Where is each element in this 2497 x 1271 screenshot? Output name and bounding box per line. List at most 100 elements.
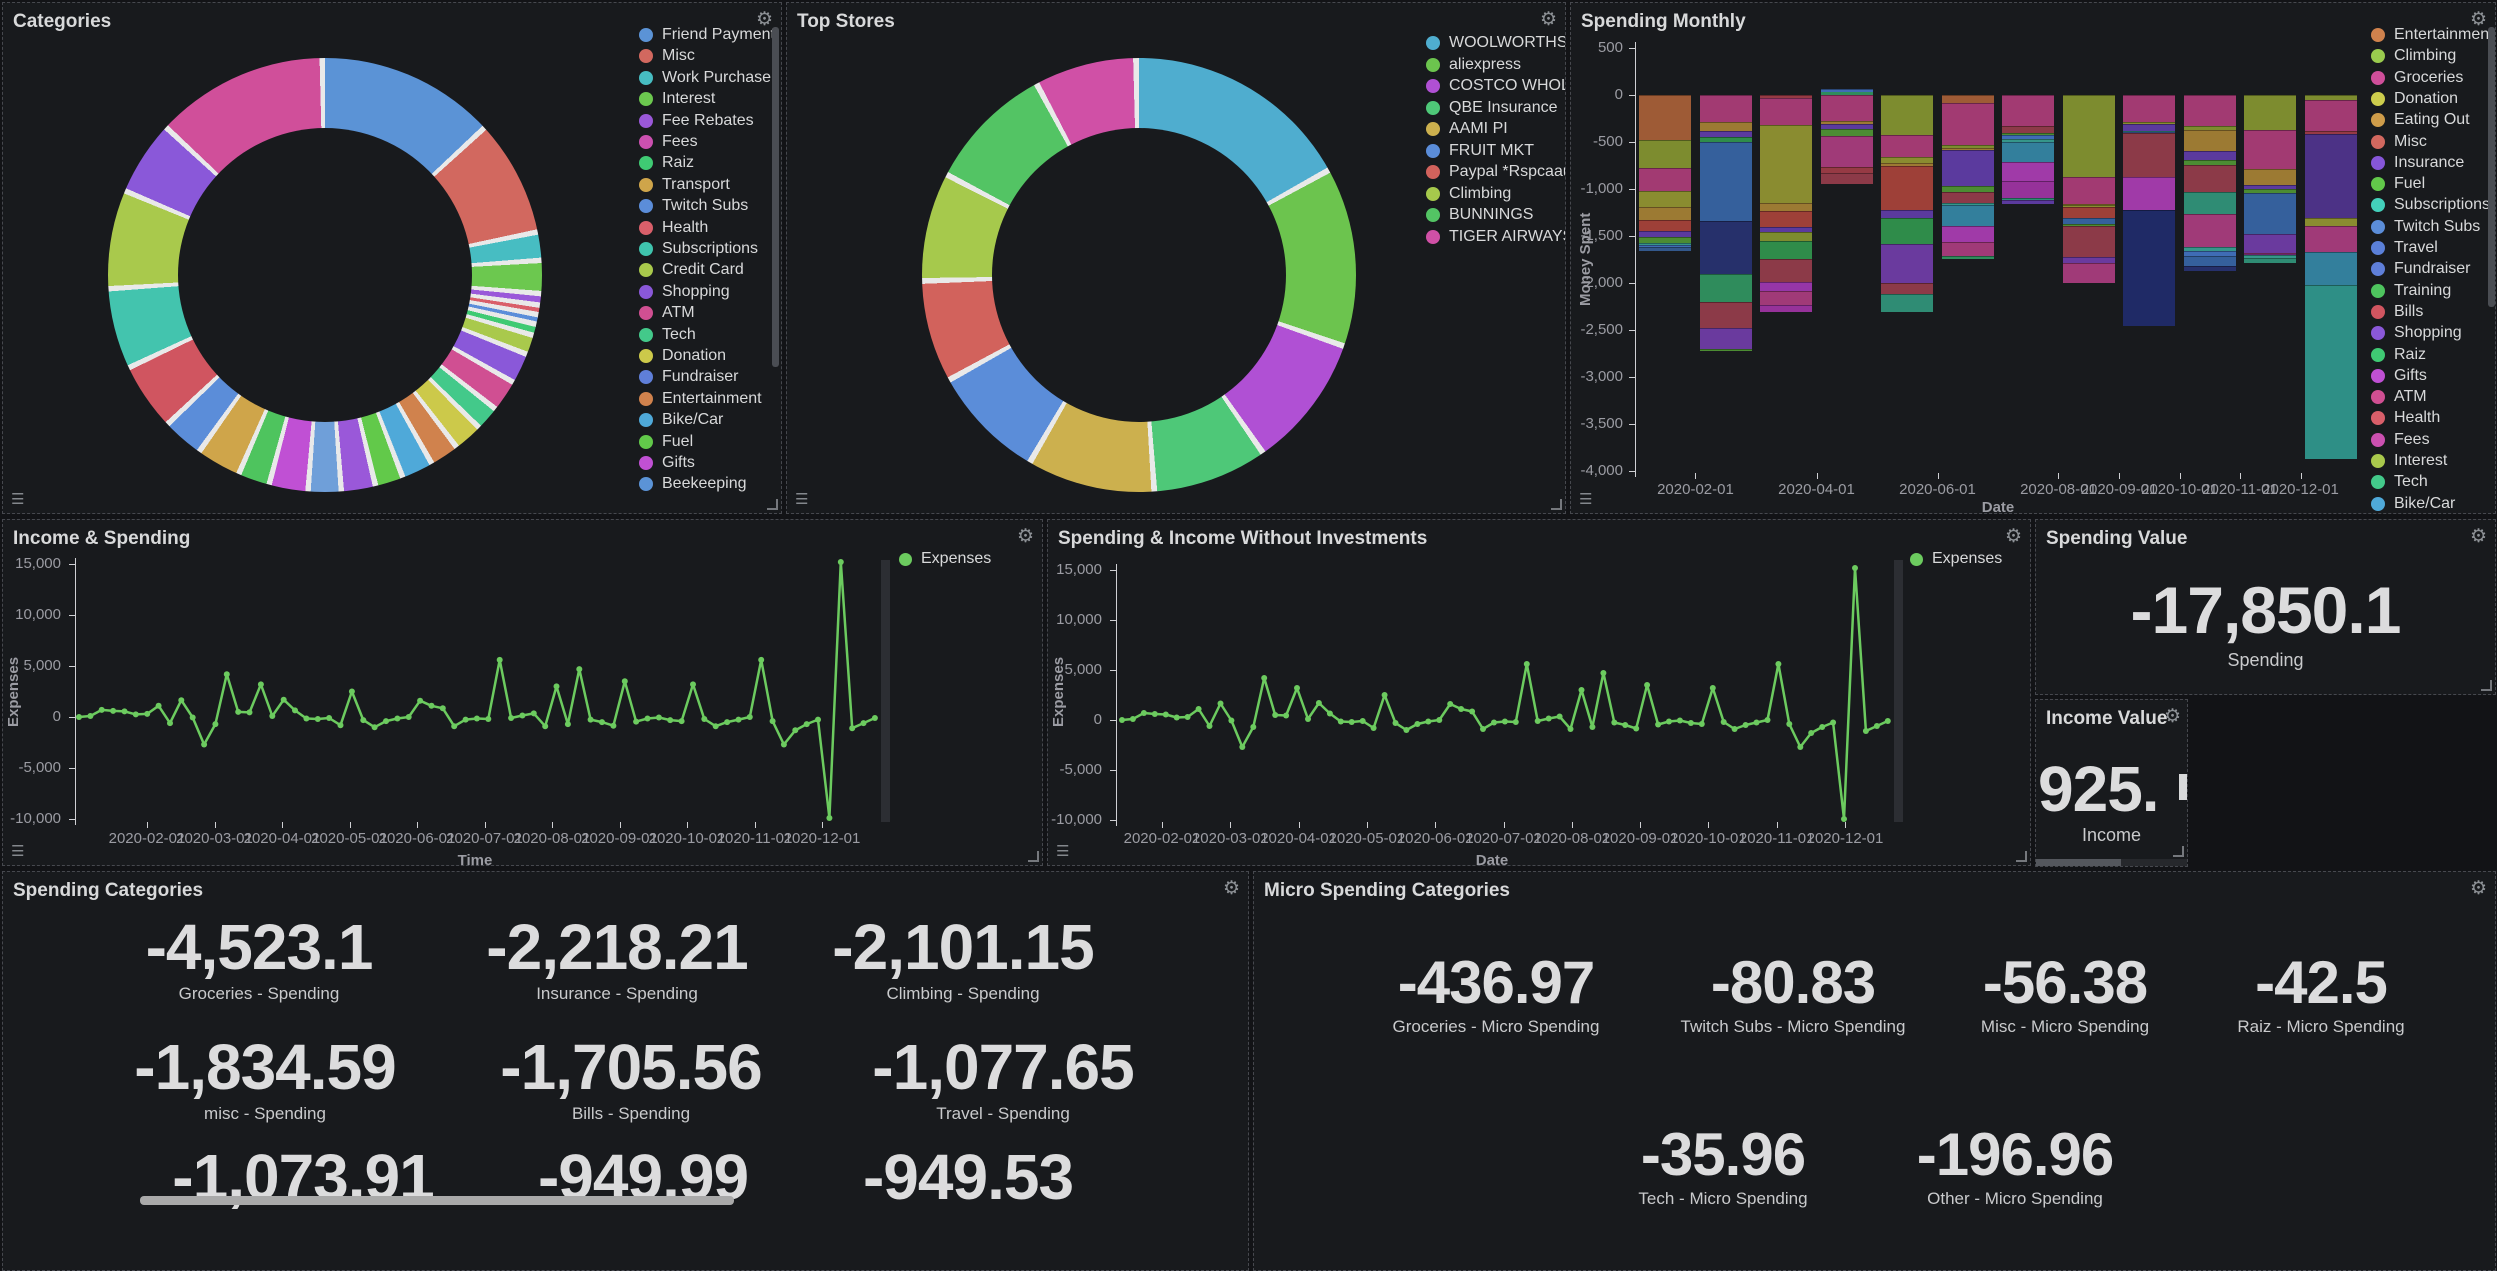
legend-item[interactable]: Interest bbox=[639, 89, 715, 109]
legend-scrollbar-thumb[interactable] bbox=[772, 27, 779, 367]
series-legend-item[interactable]: Expenses bbox=[1910, 550, 2002, 568]
gear-icon[interactable]: ⚙ bbox=[755, 9, 773, 30]
panel-title[interactable]: Categories bbox=[13, 11, 112, 32]
panel-resize-handle[interactable] bbox=[1028, 851, 1039, 862]
legend-label: Tech bbox=[2394, 473, 2428, 491]
gear-icon[interactable]: ⚙ bbox=[1016, 526, 1034, 547]
gear-icon[interactable]: ⚙ bbox=[1222, 878, 1240, 899]
panel-resize-handle[interactable] bbox=[2173, 846, 2184, 857]
legend-item[interactable]: Health bbox=[639, 218, 708, 238]
legend-item[interactable]: Training bbox=[2371, 281, 2451, 301]
legend-item[interactable]: WOOLWORTHS bbox=[1426, 33, 1565, 53]
legend-item[interactable]: Fuel bbox=[639, 432, 693, 452]
legend-item[interactable]: Climbing bbox=[2371, 46, 2456, 66]
panel-scrollbar-thumb[interactable] bbox=[2036, 859, 2121, 866]
panel-resize-handle[interactable] bbox=[767, 499, 778, 510]
legend-item[interactable]: Misc bbox=[2371, 132, 2427, 152]
panel-title[interactable]: Income Value bbox=[2046, 708, 2168, 729]
x-tick-mark bbox=[619, 822, 621, 828]
legend-item[interactable]: aliexpress bbox=[1426, 55, 1521, 75]
bar-segment bbox=[2002, 141, 2054, 164]
legend-item[interactable]: Fundraiser bbox=[639, 367, 738, 387]
panel-title[interactable]: Spending & Income Without Investments bbox=[1058, 528, 1428, 549]
legend-item[interactable]: Tech bbox=[639, 325, 696, 345]
panel-links-icon[interactable]: ☰ bbox=[1579, 491, 1593, 508]
gear-icon[interactable]: ⚙ bbox=[2163, 706, 2181, 727]
gear-icon[interactable]: ⚙ bbox=[2469, 9, 2487, 30]
legend-item[interactable]: Beekeeping bbox=[639, 474, 747, 494]
legend-scrollbar[interactable] bbox=[1894, 560, 1903, 822]
legend-item[interactable]: Shopping bbox=[639, 282, 730, 302]
legend-item[interactable]: Donation bbox=[639, 346, 726, 366]
panel-links-icon[interactable]: ☰ bbox=[795, 491, 809, 508]
legend-item[interactable]: Misc bbox=[639, 46, 695, 66]
stat-label: Insurance - Spending bbox=[536, 983, 698, 1003]
series-legend-item[interactable]: Expenses bbox=[899, 550, 991, 568]
legend-item[interactable]: Tech bbox=[2371, 472, 2428, 492]
gear-icon[interactable]: ⚙ bbox=[1539, 9, 1557, 30]
legend-item[interactable]: Twitch Subs bbox=[2371, 217, 2480, 237]
legend-item[interactable]: Bike/Car bbox=[2371, 494, 2456, 513]
panel-scrollbar-track[interactable] bbox=[2036, 859, 2187, 866]
legend-item[interactable]: Insurance bbox=[2371, 153, 2464, 173]
gear-icon[interactable]: ⚙ bbox=[2004, 526, 2022, 547]
panel-title[interactable]: Top Stores bbox=[797, 11, 895, 32]
legend-item[interactable]: Fee Rebates bbox=[639, 111, 754, 131]
panel-links-icon[interactable]: ☰ bbox=[11, 843, 25, 860]
panel-resize-handle[interactable] bbox=[2016, 851, 2027, 862]
legend-item[interactable]: Climbing bbox=[1426, 184, 1511, 204]
legend-item[interactable]: Raiz bbox=[2371, 345, 2426, 365]
panel-title[interactable]: Spending Categories bbox=[13, 880, 204, 901]
panel-links-icon[interactable]: ☰ bbox=[11, 491, 25, 508]
legend-item[interactable]: Paypal *Rspcaaustra bbox=[1426, 162, 1565, 182]
legend-item[interactable]: Gifts bbox=[2371, 366, 2427, 386]
legend-item[interactable]: Health bbox=[2371, 408, 2440, 428]
legend-item[interactable]: ATM bbox=[639, 303, 695, 323]
legend-item[interactable]: Raiz bbox=[639, 153, 694, 173]
legend-item[interactable]: Credit Card bbox=[639, 260, 744, 280]
x-tick-label: 2020-02-01 bbox=[108, 830, 186, 847]
panel-title[interactable]: Spending Monthly bbox=[1581, 11, 1746, 32]
panel-links-icon[interactable]: ☰ bbox=[1056, 843, 1070, 860]
legend-item[interactable]: FRUIT MKT bbox=[1426, 141, 1534, 161]
horizontal-scrollbar-thumb[interactable] bbox=[140, 1196, 734, 1205]
panel-title[interactable]: Micro Spending Categories bbox=[1264, 880, 1510, 901]
panel-resize-handle[interactable] bbox=[2481, 680, 2492, 691]
legend-item[interactable]: TIGER AIRWAYS AU... bbox=[1426, 227, 1565, 247]
legend-scrollbar-thumb[interactable] bbox=[2488, 27, 2495, 307]
legend-item[interactable]: Fees bbox=[2371, 430, 2430, 450]
stat: -35.96 Tech - Micro Spending bbox=[1638, 1123, 1807, 1209]
legend-item[interactable]: Entertainment bbox=[639, 389, 762, 409]
legend-item[interactable]: Twitch Subs bbox=[639, 196, 748, 216]
legend-item[interactable]: Travel bbox=[2371, 238, 2438, 258]
legend-item[interactable]: Fees bbox=[639, 132, 698, 152]
legend-label: Bike/Car bbox=[2394, 494, 2456, 512]
legend-item[interactable]: Donation bbox=[2371, 89, 2458, 109]
gear-icon[interactable]: ⚙ bbox=[2469, 878, 2487, 899]
legend-item[interactable]: Fundraiser bbox=[2371, 259, 2470, 279]
legend-item[interactable]: Bills bbox=[2371, 302, 2423, 322]
legend-item[interactable]: Bike/Car bbox=[639, 410, 723, 430]
gear-icon[interactable]: ⚙ bbox=[2469, 526, 2487, 547]
legend-item[interactable]: BUNNINGS bbox=[1426, 205, 1533, 225]
panel-title[interactable]: Income & Spending bbox=[13, 528, 191, 549]
legend-item[interactable]: Shopping bbox=[2371, 323, 2462, 343]
legend-item[interactable]: Groceries bbox=[2371, 68, 2463, 88]
legend-item[interactable]: Interest bbox=[2371, 451, 2447, 471]
legend-item[interactable]: Subscriptions bbox=[2371, 195, 2490, 215]
legend-scrollbar[interactable] bbox=[881, 560, 890, 822]
legend-item[interactable]: Eating Out bbox=[2371, 110, 2470, 130]
legend-item[interactable]: Transport bbox=[639, 175, 730, 195]
legend-item[interactable]: COSTCO WHOLESA... bbox=[1426, 76, 1565, 96]
legend-item[interactable]: Work Purchase bbox=[639, 68, 771, 88]
legend-item[interactable]: Fuel bbox=[2371, 174, 2425, 194]
legend-item[interactable]: Friend Payment bbox=[639, 25, 775, 45]
legend-item[interactable]: QBE Insurance bbox=[1426, 98, 1558, 118]
legend-item[interactable]: Subscriptions bbox=[639, 239, 758, 259]
legend-item[interactable]: Gifts bbox=[639, 453, 695, 473]
legend-item[interactable]: Entertainment bbox=[2371, 25, 2494, 45]
panel-resize-handle[interactable] bbox=[1551, 499, 1562, 510]
panel-title[interactable]: Spending Value bbox=[2046, 528, 2188, 549]
legend-item[interactable]: ATM bbox=[2371, 387, 2427, 407]
legend-item[interactable]: AAMI PI bbox=[1426, 119, 1508, 139]
